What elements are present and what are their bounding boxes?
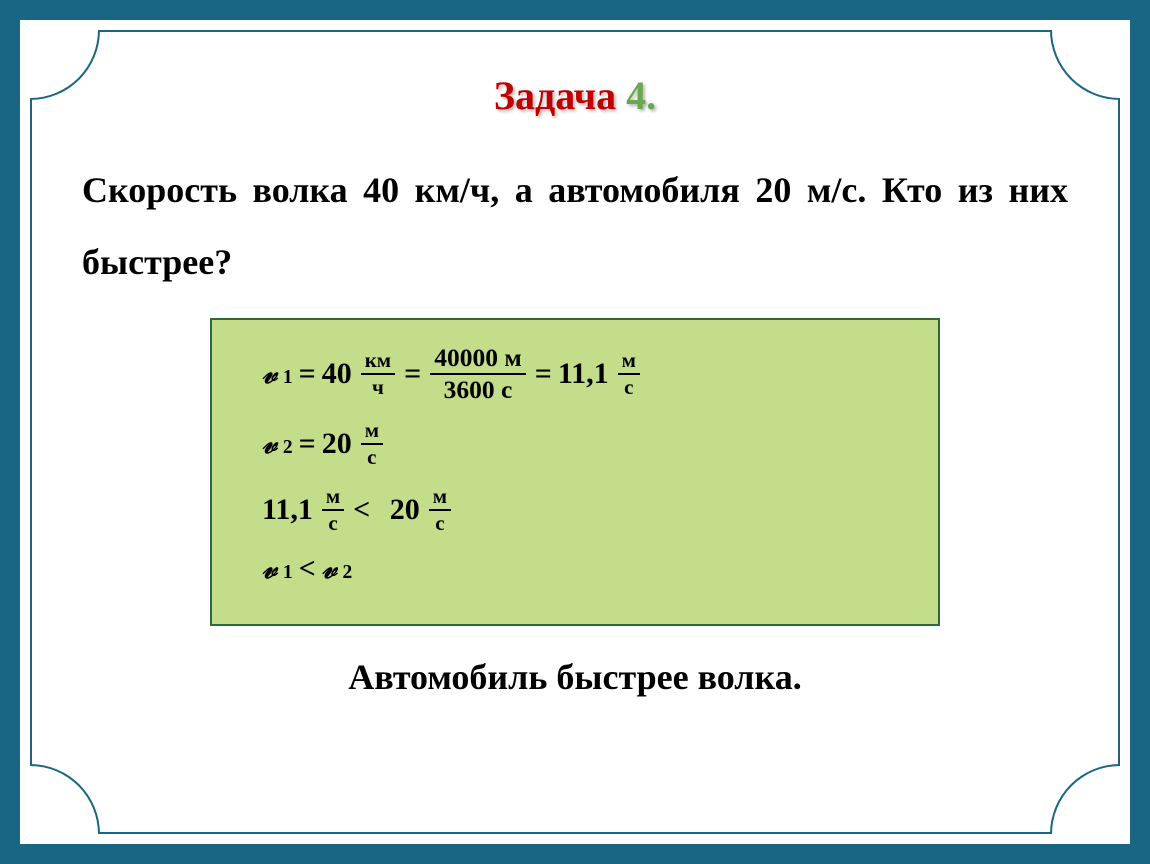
subscript-1-final: 1: [283, 562, 293, 584]
middle-frame: Задача 4. Скорость волка 40 км/ч, а авто…: [20, 20, 1130, 844]
unit-s-1: с: [620, 375, 637, 398]
variable-v1-final: 𝓋: [262, 552, 277, 586]
equals-1: =: [299, 357, 316, 391]
denom-3600s: 3600 с: [440, 375, 517, 403]
solution-box: 𝓋1 = 40 км ч = 40000 м 3600 с = 11,1: [210, 318, 940, 626]
equation-2: 𝓋2 = 20 м с: [262, 420, 908, 468]
problem-title: Задача 4.: [82, 72, 1068, 119]
equation-3: 11,1 м с < 20 м с: [262, 486, 908, 534]
unit-s-3: с: [324, 511, 341, 534]
title-number: 4.: [626, 73, 656, 118]
less-than-2: <: [299, 552, 316, 586]
corner-decoration-bl: [30, 764, 100, 834]
result-11-1: 11,1: [558, 357, 609, 391]
equation-4: 𝓋1 < 𝓋2: [262, 552, 908, 586]
unit-m-2: м: [361, 420, 383, 445]
unit-m-s-4: м с: [429, 486, 451, 534]
fraction-40000-3600: 40000 м 3600 с: [430, 345, 526, 402]
corner-decoration-br: [1050, 764, 1120, 834]
variable-v2-final: 𝓋: [322, 552, 337, 586]
right-val-20: 20: [390, 493, 420, 527]
value-20: 20: [322, 427, 352, 461]
left-val-11-1: 11,1: [262, 493, 313, 527]
value-40: 40: [322, 357, 352, 391]
numer-40000m: 40000 м: [430, 345, 526, 375]
equals-2: =: [299, 427, 316, 461]
unit-m-s-3: м с: [322, 486, 344, 534]
equals-1b: =: [404, 357, 421, 391]
inner-frame: Задача 4. Скорость волка 40 км/ч, а авто…: [30, 30, 1120, 834]
subscript-2-final: 2: [343, 562, 353, 584]
title-prefix: Задача: [494, 73, 626, 118]
variable-v1: 𝓋: [262, 357, 277, 391]
subscript-1: 1: [283, 367, 293, 389]
unit-m-s-2: м с: [361, 420, 383, 468]
unit-km: км: [361, 350, 395, 375]
equals-1c: =: [535, 357, 552, 391]
less-than-1: <: [353, 493, 370, 527]
unit-s-4: с: [431, 511, 448, 534]
unit-m-1: м: [618, 350, 640, 375]
problem-statement: Скорость волка 40 км/ч, а автомобиля 20 …: [82, 154, 1068, 298]
answer-text: Автомобиль быстрее волка.: [82, 656, 1068, 698]
unit-m-3: м: [322, 486, 344, 511]
unit-h: ч: [368, 375, 388, 398]
unit-s-2: с: [363, 445, 380, 468]
equation-1: 𝓋1 = 40 км ч = 40000 м 3600 с = 11,1: [262, 345, 908, 402]
subscript-2: 2: [283, 437, 293, 459]
unit-m-4: м: [429, 486, 451, 511]
unit-m-s-1: м с: [618, 350, 640, 398]
variable-v2: 𝓋: [262, 427, 277, 461]
unit-km-h: км ч: [361, 350, 395, 398]
outer-frame: Задача 4. Скорость волка 40 км/ч, а авто…: [0, 0, 1150, 864]
